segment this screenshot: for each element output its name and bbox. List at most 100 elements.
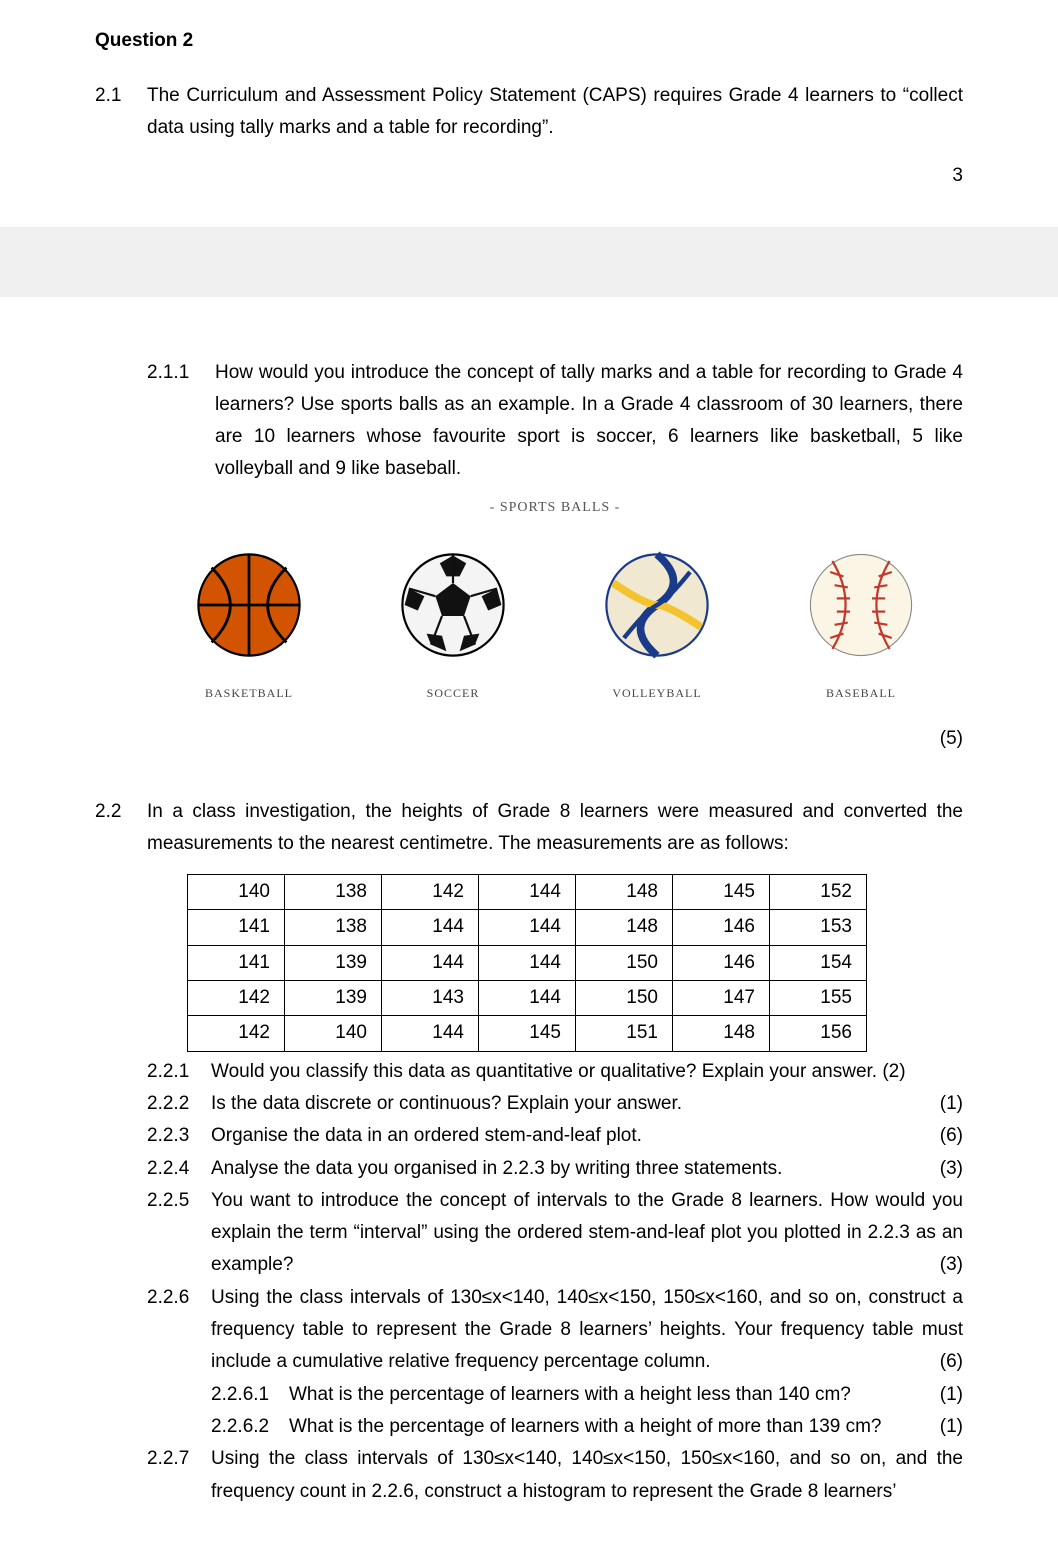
spacer (95, 357, 147, 796)
table-cell: 150 (576, 945, 673, 980)
table-cell: 146 (673, 945, 770, 980)
sub-n: 2.2.2 (147, 1088, 211, 1120)
sub-number: 2.1.1 (147, 357, 215, 486)
sports-balls-heading: - SPORTS BALLS - (147, 496, 963, 520)
q-2-2-3: 2.2.3 Organise the data in an ordered st… (147, 1120, 963, 1152)
basketball-item: BASKETBALL (169, 550, 329, 704)
sub-body: 2.1.1 How would you introduce the concep… (147, 357, 963, 796)
volleyball-icon (602, 550, 712, 660)
page-gap (0, 227, 1058, 297)
table-cell: 142 (188, 981, 285, 1016)
table-cell: 138 (285, 910, 382, 945)
subsub-n: 2.2.6.1 (211, 1379, 289, 1411)
table-cell: 144 (479, 875, 576, 910)
subquestions-block: 2.2.1 Would you classify this data as qu… (95, 1056, 963, 1508)
q-2-2-1: 2.2.1 Would you classify this data as qu… (147, 1056, 963, 1088)
q-2-2-6: 2.2.6 Using the class intervals of 130≤x… (147, 1282, 963, 1379)
table-row: 140138142144148145152 (188, 875, 867, 910)
table-cell: 148 (576, 875, 673, 910)
q-2-2-6-1: 2.2.6.1 What is the percentage of learne… (147, 1379, 963, 1411)
subsub-n: 2.2.6.2 (211, 1411, 289, 1443)
marks: (1) (940, 1411, 963, 1443)
soccer-item: SOCCER (373, 550, 533, 704)
sub-n: 2.2.5 (147, 1185, 211, 1282)
table-cell: 154 (770, 945, 867, 980)
data-table-wrap: 1401381421441481451521411381441441481461… (95, 860, 963, 1055)
sheet-top: Question 2 2.1 The Curriculum and Assess… (0, 0, 1058, 227)
table-cell: 139 (285, 981, 382, 1016)
heights-table: 1401381421441481451521411381441441481461… (187, 874, 867, 1051)
table-cell: 153 (770, 910, 867, 945)
basketball-icon (194, 550, 304, 660)
table-cell: 141 (188, 945, 285, 980)
q-2-2: 2.2 In a class investigation, the height… (95, 796, 963, 861)
table-cell: 156 (770, 1016, 867, 1051)
sheet-bottom: 2.1.1 How would you introduce the concep… (0, 297, 1058, 1548)
sub-n: 2.2.3 (147, 1120, 211, 1152)
page-number: 3 (95, 165, 963, 187)
sub-t: You want to introduce the concept of int… (211, 1185, 963, 1282)
table-cell: 140 (188, 875, 285, 910)
marks-2-1-1: (5) (147, 723, 963, 755)
q-2-2-2: 2.2.2 Is the data discrete or continuous… (147, 1088, 963, 1120)
marks: (3) (940, 1249, 963, 1281)
table-cell: 145 (479, 1016, 576, 1051)
sub-text: How would you introduce the concept of t… (215, 357, 963, 486)
table-cell: 147 (673, 981, 770, 1016)
q-text: In a class investigation, the heights of… (147, 796, 963, 861)
table-cell: 144 (479, 945, 576, 980)
sub-n: 2.2.6 (147, 1282, 211, 1379)
q-number: 2.1 (95, 80, 147, 145)
table-cell: 144 (382, 1016, 479, 1051)
table-cell: 143 (382, 981, 479, 1016)
q-2-2-5: 2.2.5 You want to introduce the concept … (147, 1185, 963, 1282)
table-cell: 138 (285, 875, 382, 910)
sub-n: 2.2.1 (147, 1056, 211, 1088)
q-2-2-4: 2.2.4 Analyse the data you organised in … (147, 1153, 963, 1185)
sports-balls-row: BASKETBALL (147, 550, 963, 704)
q-2-2-7: 2.2.7 Using the class intervals of 130≤x… (147, 1443, 963, 1508)
q-2-2-6-2: 2.2.6.2 What is the percentage of learne… (147, 1411, 963, 1443)
volleyball-item: VOLLEYBALL (577, 550, 737, 704)
table-cell: 144 (479, 910, 576, 945)
sub-t: Using the class intervals of 130≤x<140, … (211, 1443, 963, 1508)
question-title: Question 2 (95, 30, 963, 52)
sub-n: 2.2.4 (147, 1153, 211, 1185)
sub-t: Organise the data in an ordered stem-and… (211, 1120, 963, 1152)
table-cell: 141 (188, 910, 285, 945)
marks: (6) (940, 1120, 963, 1152)
document-page: Question 2 2.1 The Curriculum and Assess… (0, 0, 1058, 1548)
table-cell: 144 (479, 981, 576, 1016)
table-row: 141139144144150146154 (188, 945, 867, 980)
table-cell: 146 (673, 910, 770, 945)
ball-label: VOLLEYBALL (577, 683, 737, 703)
marks: (6) (940, 1346, 963, 1378)
sub-t: Is the data discrete or continuous? Expl… (211, 1088, 963, 1120)
marks: (3) (940, 1153, 963, 1185)
marks: (1) (940, 1379, 963, 1411)
table-cell: 142 (188, 1016, 285, 1051)
table-row: 142139143144150147155 (188, 981, 867, 1016)
sub-t: Using the class intervals of 130≤x<140, … (211, 1282, 963, 1379)
table-cell: 152 (770, 875, 867, 910)
table-cell: 142 (382, 875, 479, 910)
table-cell: 150 (576, 981, 673, 1016)
table-cell: 145 (673, 875, 770, 910)
sub-n: 2.2.7 (147, 1443, 211, 1508)
baseball-icon (806, 550, 916, 660)
marks: (1) (940, 1088, 963, 1120)
soccer-icon (398, 550, 508, 660)
table-cell: 155 (770, 981, 867, 1016)
q-2-1-1: 2.1.1 How would you introduce the concep… (95, 357, 963, 796)
ball-label: SOCCER (373, 683, 533, 703)
q-text: The Curriculum and Assessment Policy Sta… (147, 80, 963, 145)
sub-t: Would you classify this data as quantita… (211, 1056, 963, 1088)
q-number: 2.2 (95, 796, 147, 861)
table-row: 142140144145151148156 (188, 1016, 867, 1051)
table-cell: 139 (285, 945, 382, 980)
table-cell: 148 (576, 910, 673, 945)
q-2-1: 2.1 The Curriculum and Assessment Policy… (95, 80, 963, 145)
table-cell: 144 (382, 945, 479, 980)
table-cell: 140 (285, 1016, 382, 1051)
ball-label: BASKETBALL (169, 683, 329, 703)
